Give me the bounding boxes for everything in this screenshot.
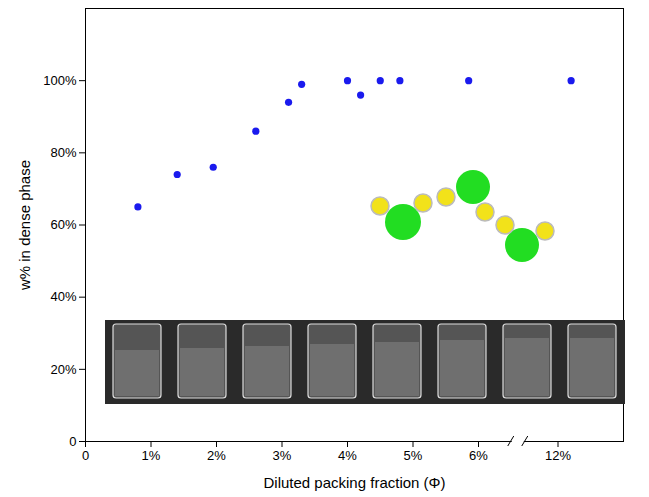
svg-text:20%: 20%	[50, 361, 76, 376]
svg-text:0: 0	[69, 434, 76, 449]
svg-text:5%: 5%	[404, 448, 423, 463]
svg-text:6%: 6%	[469, 448, 488, 463]
svg-text:Diluted packing fraction (Φ): Diluted packing fraction (Φ)	[263, 474, 445, 491]
svg-text:100%: 100%	[43, 73, 77, 88]
svg-text:60%: 60%	[50, 217, 76, 232]
svg-text:2%: 2%	[207, 448, 226, 463]
svg-text:w% in dense phase: w% in dense phase	[16, 160, 33, 291]
svg-text:1%: 1%	[142, 448, 161, 463]
svg-text:40%: 40%	[50, 289, 76, 304]
svg-text:0: 0	[82, 448, 89, 463]
svg-text:4%: 4%	[338, 448, 357, 463]
svg-text:80%: 80%	[50, 145, 76, 160]
svg-text:3%: 3%	[273, 448, 292, 463]
svg-text:12%: 12%	[545, 448, 571, 463]
